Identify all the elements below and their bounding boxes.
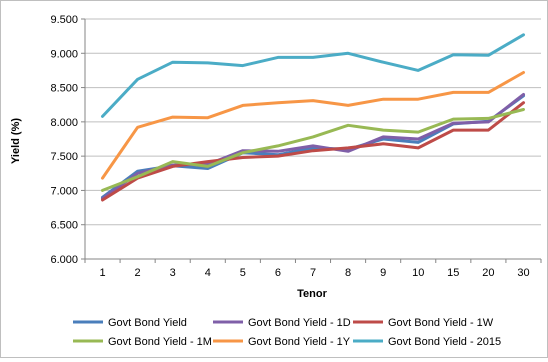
x-tick-label: 30 [517,267,529,279]
y-tick-label: 9.500 [50,14,78,26]
y-tick-label: 8.000 [50,117,78,129]
x-tick-label: 7 [310,267,316,279]
yield-curve-chart: 6.000 6.500 7.000 7.500 8.000 8.500 9.000 9.500… [10,14,542,348]
x-tick-label: 8 [345,267,351,279]
x-tick-label: 4 [205,267,211,279]
series-lines [101,33,525,202]
series-line-2 [101,101,525,202]
legend-label: Govt Bond Yield - 2015 [388,336,501,348]
y-tick-label: 8.500 [50,83,78,95]
legend-label: Govt Bond Yield - 1W [388,317,494,329]
x-tick-label: 2 [135,267,141,279]
y-tick-label: 6.000 [50,254,78,266]
y-tick-label: 6.500 [50,220,78,232]
series-line-5 [101,33,525,118]
series-line-1 [101,92,525,201]
legend-label: Govt Bond Yield - 1M [108,336,212,348]
series-line-4 [101,71,525,180]
y-axis: 6.000 6.500 7.000 7.500 8.000 8.500 9.000 9.500 [50,14,86,266]
x-tick-label: 15 [447,267,459,279]
x-tick-label: 5 [240,267,246,279]
x-tick-label: 3 [170,267,176,279]
x-tick-label: 20 [482,267,494,279]
legend-label: Govt Bond Yield [108,317,187,329]
y-axis-title: Yield (%) [10,118,22,164]
x-axis-title: Tenor [297,288,327,300]
legend-label: Govt Bond Yield - 1D [248,317,351,329]
x-tick-label: 6 [275,267,281,279]
y-tick-label: 7.000 [50,185,78,197]
x-tick-label: 1 [99,267,105,279]
x-axis: 1 2 3 4 5 6 7 8 9 10 15 20 30 [84,258,542,279]
series-line-3 [101,108,525,192]
y-tick-label: 7.500 [50,151,78,163]
x-tick-label: 10 [412,267,424,279]
legend: Govt Bond Yield Govt Bond Yield - 1D Govt … [73,317,501,348]
y-tick-label: 9.000 [50,48,78,60]
x-tick-label: 9 [380,267,386,279]
legend-label: Govt Bond Yield - 1Y [248,336,351,348]
